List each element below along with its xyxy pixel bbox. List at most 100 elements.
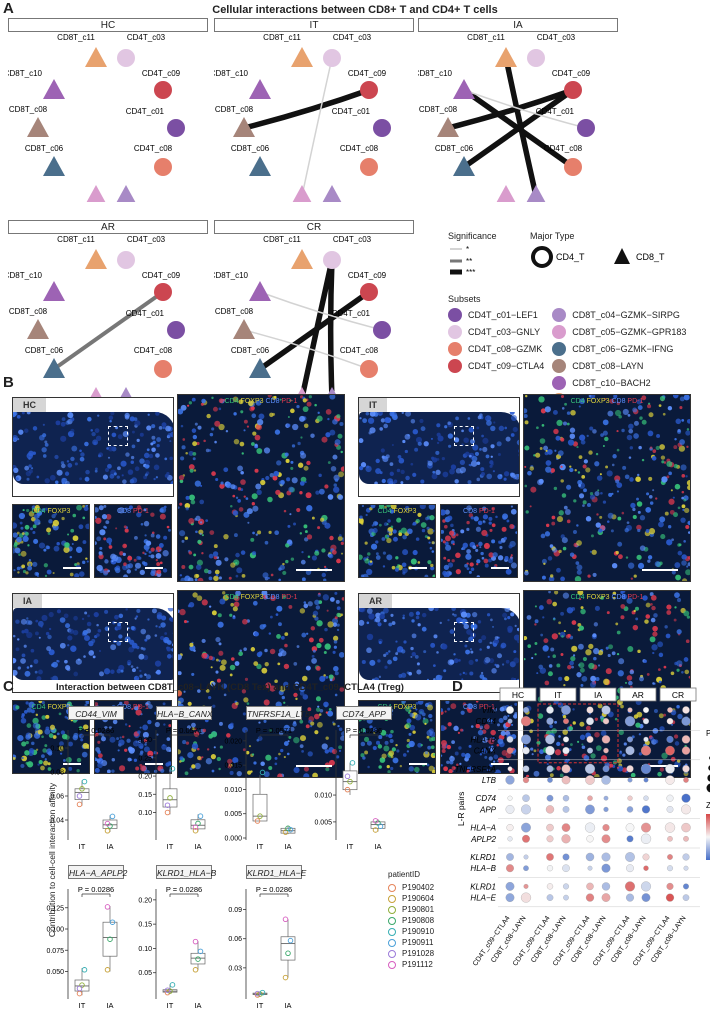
lr-row-label: KLRD1 xyxy=(470,853,496,862)
dotplot-dot xyxy=(523,766,529,772)
dotplot-dot xyxy=(546,824,553,831)
dotplot-dot xyxy=(545,735,554,744)
subset-label: CD4T_c09−CTLA4 xyxy=(468,361,544,371)
node-label: CD4T_c09 xyxy=(348,69,387,78)
node-cd4t_c09 xyxy=(360,81,378,99)
patient-legend-item: P190910 xyxy=(388,926,434,937)
node-label: CD8T_c10 xyxy=(214,271,249,280)
color-legend-bar xyxy=(706,814,710,860)
patient-id-label: P190808 xyxy=(402,916,434,925)
y-tick-label: 0.100 xyxy=(46,927,64,934)
dotplot-dot xyxy=(667,736,674,743)
subset-legend-item: CD4T_c01−LEF1 xyxy=(448,306,544,323)
node-cd8t_c10 xyxy=(453,79,475,99)
dotplot-dot xyxy=(626,894,634,902)
y-tick-label: 0.30 xyxy=(138,737,152,744)
patient-point xyxy=(110,814,115,819)
sig-3: *** xyxy=(466,268,475,277)
node-cd8t_c04 xyxy=(321,185,343,202)
node-label: CD8T_c06 xyxy=(25,144,64,153)
box-iqr xyxy=(191,953,205,964)
node-label: CD8T_c06 xyxy=(231,144,270,153)
dotplot-dot xyxy=(586,717,593,724)
node-cd8t_c05 xyxy=(291,185,313,202)
y-tick-label: 0.05 xyxy=(138,970,152,977)
dotplot-dot xyxy=(562,765,571,774)
x-tick-label: IT xyxy=(257,842,264,851)
y-tick-label: 0.20 xyxy=(138,774,152,781)
lr-row-label: HLA−B xyxy=(470,864,496,873)
network-edge xyxy=(302,260,332,398)
node-label: CD4T_c01 xyxy=(332,309,371,318)
dotplot-dot xyxy=(683,777,688,782)
network-strip: HC xyxy=(8,18,208,32)
node-label: CD8T_c11 xyxy=(57,235,95,244)
node-label: CD8T_c08 xyxy=(9,105,48,114)
dotplot-dot xyxy=(602,893,610,901)
dotplot-dot xyxy=(641,823,651,833)
dotplot-dot xyxy=(547,795,553,801)
node-label: CD4T_c03 xyxy=(537,33,576,42)
dotplot-dot xyxy=(641,746,651,756)
marker-label: PD-1 xyxy=(627,398,643,405)
dotplot-dot xyxy=(602,706,611,715)
node-cd8t_c05 xyxy=(85,185,107,202)
dotplot-dot xyxy=(562,834,571,843)
patient-point xyxy=(198,814,203,819)
patient-legend-item: P190604 xyxy=(388,893,434,904)
dotplot-dot xyxy=(507,747,513,753)
y-tick-label: 0.020 xyxy=(224,738,242,745)
subset-label: CD8T_c10−BACH2 xyxy=(572,378,650,388)
dotplot-dot xyxy=(604,807,609,812)
p-value-label: P = 0.0571 xyxy=(166,726,202,735)
node-label: CD4T_c01 xyxy=(332,107,371,116)
node-label: CD8T_c06 xyxy=(435,144,474,153)
x-tick-label: IT xyxy=(257,1001,264,1010)
y-tick-label: 0.010 xyxy=(314,793,332,800)
x-tick-label: IT xyxy=(167,842,174,851)
lr-row-label: APLP2 xyxy=(470,835,496,844)
y-tick-label: 0.10 xyxy=(50,746,64,753)
major-type-cd4: CD4_T xyxy=(556,252,585,262)
node-cd8t_c10 xyxy=(249,79,271,99)
dotplot-dot xyxy=(523,866,528,871)
dotplot-dot xyxy=(506,776,515,785)
dotplot-dot xyxy=(521,716,531,726)
node-label: CD8T_c08 xyxy=(215,307,254,316)
node-cd8t_c04 xyxy=(525,185,547,202)
node-cd4t_c01 xyxy=(373,119,391,137)
node-label: CD8T_c10 xyxy=(214,69,249,78)
subset-label: CD4T_c03−GNLY xyxy=(468,327,540,337)
subset-color-dot xyxy=(448,359,462,373)
node-cd8t_c05 xyxy=(495,185,517,202)
dotplot-dot xyxy=(506,805,515,814)
subset-legend-item: CD8T_c05−GZMK−GPR183 xyxy=(552,323,686,340)
node-label: CD8T_c08 xyxy=(215,105,254,114)
dotplot-dot xyxy=(521,893,531,903)
subset-legend-item: CD8T_c06−GZMK−IFNG xyxy=(552,340,686,357)
patient-id-label: P190801 xyxy=(402,905,434,914)
y-tick-label: 0.005 xyxy=(224,811,242,818)
dotplot-dot xyxy=(585,805,594,814)
dotplot-dot xyxy=(521,805,531,815)
dotplot-dot xyxy=(683,884,689,890)
dotplot-dot xyxy=(506,893,514,901)
subset-color-dot xyxy=(448,342,462,356)
group-label: CR xyxy=(672,690,684,700)
patient-color-dot xyxy=(388,961,396,969)
dotplot-dot xyxy=(506,882,514,890)
subset-color-dot xyxy=(448,308,462,322)
dotplot-dot xyxy=(665,746,674,755)
channel-image: CD8 PD-1 xyxy=(440,504,518,578)
dotplot-dot xyxy=(643,718,649,724)
group-label: HC xyxy=(512,690,524,700)
scale-bar xyxy=(409,567,427,569)
box-iqr xyxy=(343,771,357,790)
node-cd8t_c11 xyxy=(291,249,313,269)
